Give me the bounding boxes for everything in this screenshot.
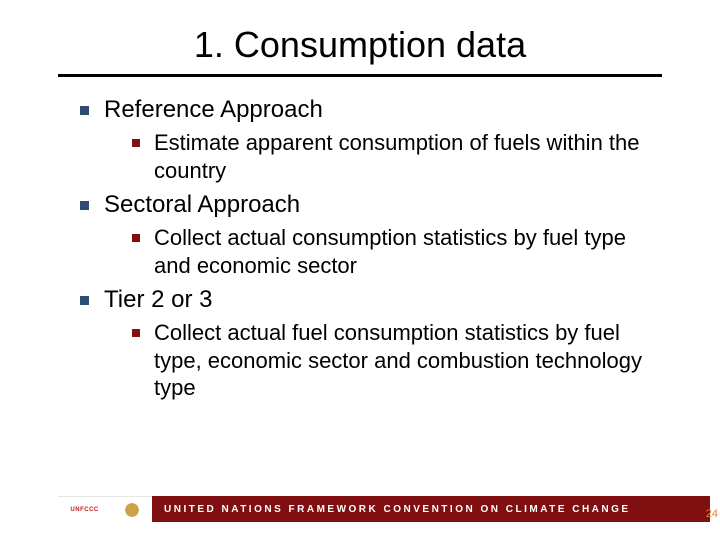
sub-list: Estimate apparent consumption of fuels w…	[104, 129, 660, 184]
content-area: Reference Approach Estimate apparent con…	[0, 77, 720, 402]
sub-list: Collect actual consumption statistics by…	[104, 224, 660, 279]
footer-strip: UNITED NATIONS FRAMEWORK CONVENTION ON C…	[152, 496, 710, 522]
list-item-label: Sectoral Approach	[104, 191, 300, 218]
un-emblem-icon	[124, 502, 140, 518]
list-item-label: Reference Approach	[104, 96, 323, 123]
sub-list-item: Estimate apparent consumption of fuels w…	[104, 129, 660, 184]
footer-logos: UNFCCC	[58, 496, 152, 522]
list-item-label: Tier 2 or 3	[104, 286, 212, 313]
sub-list: Collect actual fuel consumption statisti…	[104, 319, 660, 402]
unfccc-logo-icon: UNFCCC	[70, 507, 98, 513]
footer-bar: UNFCCC UNITED NATIONS FRAMEWORK CONVENTI…	[58, 496, 710, 522]
page-number: 24	[706, 508, 718, 520]
slide: 1. Consumption data Reference Approach E…	[0, 0, 720, 540]
slide-title: 1. Consumption data	[0, 24, 720, 66]
list-item: Reference Approach Estimate apparent con…	[60, 95, 660, 184]
bullet-list: Reference Approach Estimate apparent con…	[60, 95, 660, 402]
sub-list-item: Collect actual fuel consumption statisti…	[104, 319, 660, 402]
list-item: Sectoral Approach Collect actual consump…	[60, 190, 660, 279]
sub-list-item: Collect actual consumption statistics by…	[104, 224, 660, 279]
title-area: 1. Consumption data	[0, 0, 720, 77]
list-item: Tier 2 or 3 Collect actual fuel consumpt…	[60, 285, 660, 402]
